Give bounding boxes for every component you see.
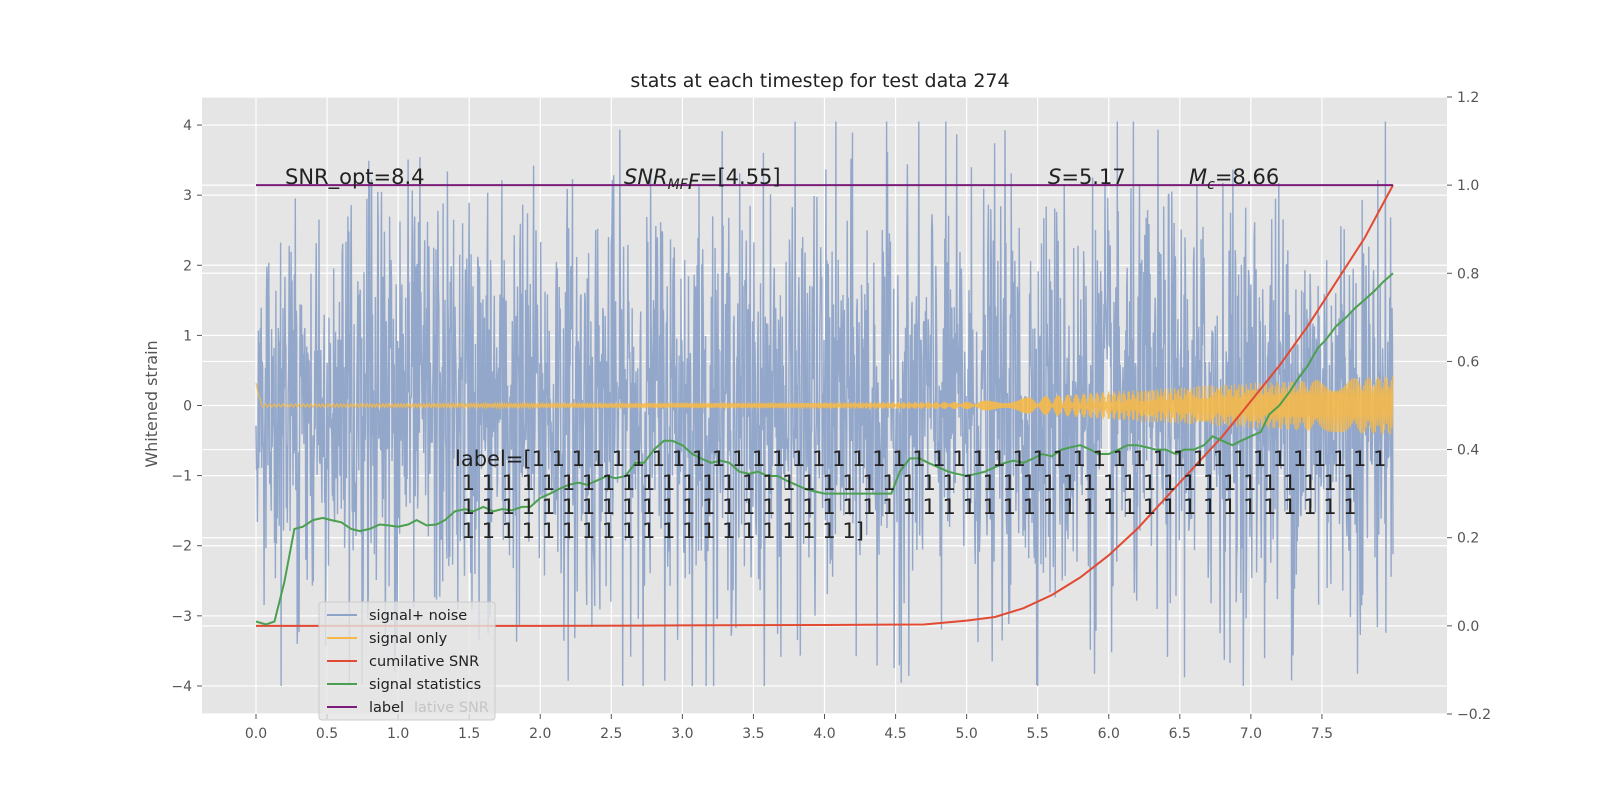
- signal-only-series: [255, 376, 1394, 435]
- signal-statistics-line: [255, 272, 1394, 626]
- y-left-tick-label: −1: [171, 469, 192, 485]
- legend: lative SNR signal+ noise signal only cum…: [318, 601, 496, 721]
- label-line-1: label=[1 1 1 1 1 1 1 1 1 1 1 1 1 1 1 1 1…: [455, 447, 1386, 471]
- x-tick-label: 1.5: [458, 726, 480, 742]
- cumulative-snr-series: [256, 184, 1394, 627]
- legend-label-signal-noise: signal+ noise: [369, 608, 467, 624]
- x-axis: 0.0 0.5 1.0 1.5 2.0 2.5 3.0 3.5 4.0 4.5 5.0 5.5 6.0 6…: [245, 714, 1333, 742]
- signal-noise-series: [255, 121, 1394, 687]
- x-tick-label: 2.5: [600, 726, 622, 742]
- x-tick-label: 6.0: [1098, 726, 1120, 742]
- y-left-tick-label: 3: [183, 188, 192, 204]
- y-left-tick-label: −2: [171, 539, 192, 555]
- y-left-tick-label: −4: [171, 679, 192, 695]
- chart-title: stats at each timestep for test data 274: [630, 70, 1009, 92]
- y-right-tick-label: 0.4: [1457, 443, 1479, 459]
- x-tick-label: 1.0: [387, 726, 409, 742]
- legend-label-signal-statistics: signal statistics: [369, 677, 481, 693]
- label-line-4: 1 1 1 1 1 1 1 1 1 1 1 1 1 1 1 1 1 1 1 1]: [455, 519, 864, 543]
- cumulative-snr-line: [256, 184, 1394, 627]
- x-tick-label: 3.0: [671, 726, 693, 742]
- signal-noise-line: [255, 121, 1394, 687]
- legend-label-label: label: [369, 700, 404, 716]
- y-axis-left: −4 −3 −2 −1 0 1 2 3 4: [171, 118, 202, 695]
- label-line-3: 1 1 1 1 1 1 1 1 1 1 1 1 1 1 1 1 1 1 1 1 …: [455, 495, 1357, 519]
- y-axis-right: −0.2 0.0 0.2 0.4 0.6 0.8 1.0 1.2: [1447, 90, 1491, 723]
- y-left-tick-label: −3: [171, 609, 192, 625]
- y-axis-label: Whitened strain: [142, 340, 161, 467]
- x-tick-label: 0.5: [316, 726, 338, 742]
- y-right-tick-label: 0.6: [1457, 354, 1479, 370]
- y-right-tick-label: 0.8: [1457, 266, 1479, 282]
- y-left-tick-label: 2: [183, 258, 192, 274]
- x-tick-label: 7.5: [1311, 726, 1333, 742]
- y-left-tick-label: 1: [183, 328, 192, 344]
- x-tick-label: 3.5: [742, 726, 764, 742]
- annotation-snr-mf: SNRMFF=[4.55]: [624, 165, 781, 194]
- y-left-tick-label: 0: [183, 399, 192, 415]
- y-left-tick-label: 4: [183, 118, 192, 134]
- legend-label-cumulative-snr: cumilative SNR: [369, 654, 479, 670]
- x-tick-label: 6.5: [1169, 726, 1191, 742]
- y-right-tick-label: 0.0: [1457, 619, 1479, 635]
- x-tick-label: 5.0: [955, 726, 977, 742]
- x-tick-label: 0.0: [245, 726, 267, 742]
- y-right-tick-label: 0.2: [1457, 531, 1479, 547]
- x-tick-label: 7.0: [1240, 726, 1262, 742]
- x-tick-label: 5.5: [1027, 726, 1049, 742]
- legend-frame: [318, 601, 496, 721]
- y-right-tick-label: 1.0: [1457, 178, 1479, 194]
- legend-label-signal-only: signal only: [369, 631, 448, 647]
- x-tick-label: 2.0: [529, 726, 551, 742]
- signal-statistics-series: [255, 272, 1394, 626]
- annotation-s: S=5.17: [1048, 165, 1126, 189]
- legend-ghost-text: lative SNR: [414, 700, 489, 716]
- x-tick-label: 4.0: [813, 726, 835, 742]
- annotation-label-array: label=[1 1 1 1 1 1 1 1 1 1 1 1 1 1 1 1 1…: [455, 447, 1386, 543]
- annotation-snr-opt: SNR_opt=8.4: [285, 165, 425, 190]
- label-line-2: 1 1 1 1 1 1 1 1 1 1 1 1 1 1 1 1 1 1 1 1 …: [455, 471, 1357, 495]
- y-right-tick-label: −0.2: [1457, 707, 1491, 723]
- x-tick-label: 4.5: [884, 726, 906, 742]
- annotation-mc: Mc=8.66: [1189, 165, 1279, 193]
- signal-only-line: [255, 376, 1394, 435]
- y-right-tick-label: 1.2: [1457, 90, 1479, 106]
